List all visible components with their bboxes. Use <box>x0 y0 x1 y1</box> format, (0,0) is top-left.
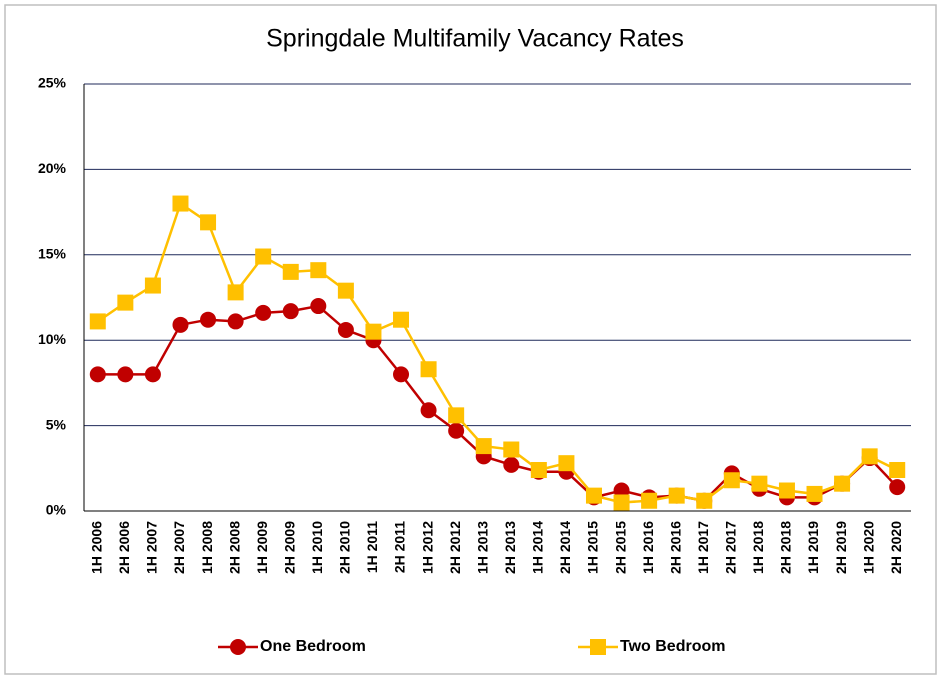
marker <box>200 311 217 328</box>
marker <box>117 294 134 311</box>
marker <box>172 316 189 333</box>
marker <box>144 277 161 294</box>
y-tick-label: 10% <box>38 331 67 347</box>
x-tick-label: 1H 2013 <box>474 521 490 574</box>
marker <box>530 462 547 479</box>
marker <box>558 455 575 472</box>
marker <box>668 487 685 504</box>
x-tick-label: 1H 2017 <box>695 521 711 574</box>
marker <box>282 303 299 320</box>
x-tick-label: 1H 2015 <box>585 521 601 574</box>
y-tick-label: 0% <box>46 502 67 518</box>
x-tick-label: 1H 2020 <box>860 521 876 574</box>
chart-border <box>4 4 937 675</box>
marker <box>778 482 795 499</box>
legend-marker <box>590 639 606 655</box>
y-tick-label: 25% <box>38 75 67 91</box>
marker <box>200 214 217 231</box>
x-tick-label: 2H 2007 <box>171 521 187 574</box>
legend-label: One Bedroom <box>260 638 366 655</box>
x-tick-label: 2H 2008 <box>226 521 242 574</box>
marker <box>337 321 354 338</box>
x-tick-label: 2H 2014 <box>557 521 573 574</box>
x-tick-label: 1H 2008 <box>199 521 215 574</box>
x-tick-label: 1H 2006 <box>88 521 104 574</box>
marker <box>310 262 327 279</box>
x-tick-label: 1H 2014 <box>530 521 546 574</box>
marker <box>282 263 299 280</box>
x-tick-label: 1H 2007 <box>144 521 160 574</box>
marker <box>337 282 354 299</box>
marker <box>613 494 630 511</box>
marker <box>255 304 272 321</box>
x-tick-label: 1H 2010 <box>309 521 325 574</box>
x-tick-label: 2H 2017 <box>723 521 739 574</box>
x-tick-label: 1H 2019 <box>805 521 821 574</box>
x-tick-label: 1H 2011 <box>364 521 380 573</box>
marker <box>723 472 740 489</box>
marker <box>503 441 520 458</box>
marker <box>89 366 106 383</box>
x-tick-label: 1H 2009 <box>254 521 270 574</box>
legend-label: Two Bedroom <box>620 638 725 655</box>
marker <box>172 195 189 212</box>
x-tick-label: 2H 2006 <box>116 521 132 574</box>
marker <box>310 298 327 315</box>
marker <box>144 366 161 383</box>
legend-marker <box>230 639 246 655</box>
marker <box>585 487 602 504</box>
x-tick-label: 2H 2019 <box>833 521 849 574</box>
x-tick-label: 1H 2018 <box>750 521 766 574</box>
y-tick-label: 5% <box>46 416 67 432</box>
marker <box>861 448 878 465</box>
marker <box>503 456 520 473</box>
x-tick-label: 1H 2012 <box>419 521 435 574</box>
marker <box>117 366 134 383</box>
marker <box>889 462 906 479</box>
x-tick-label: 2H 2013 <box>502 521 518 574</box>
x-tick-label: 2H 2015 <box>612 521 628 574</box>
series <box>89 195 906 511</box>
x-tick-label: 2H 2011 <box>392 521 408 573</box>
marker <box>696 492 713 509</box>
marker <box>420 361 437 378</box>
marker <box>393 311 410 328</box>
marker <box>227 284 244 301</box>
marker <box>420 402 437 419</box>
x-tick-label: 2H 2012 <box>447 521 463 574</box>
marker <box>448 407 465 424</box>
x-tick-label: 2H 2010 <box>337 521 353 574</box>
marker <box>751 475 768 492</box>
x-tick-label: 2H 2016 <box>667 521 683 574</box>
marker <box>806 485 823 502</box>
marker <box>475 438 492 455</box>
marker <box>365 323 382 340</box>
x-tick-label: 2H 2009 <box>281 521 297 574</box>
x-tick-label: 1H 2016 <box>640 521 656 574</box>
marker <box>641 492 658 509</box>
marker <box>393 366 410 383</box>
y-tick-label: 15% <box>38 246 67 262</box>
x-tick-label: 2H 2020 <box>888 521 904 574</box>
marker <box>255 248 272 265</box>
marker <box>889 479 906 496</box>
y-tick-label: 20% <box>38 160 67 176</box>
marker <box>227 313 244 330</box>
marker <box>89 313 106 330</box>
marker <box>834 475 851 492</box>
x-tick-label: 2H 2018 <box>778 521 794 574</box>
marker <box>448 422 465 439</box>
chart-title: Springdale Multifamily Vacancy Rates <box>266 25 684 53</box>
